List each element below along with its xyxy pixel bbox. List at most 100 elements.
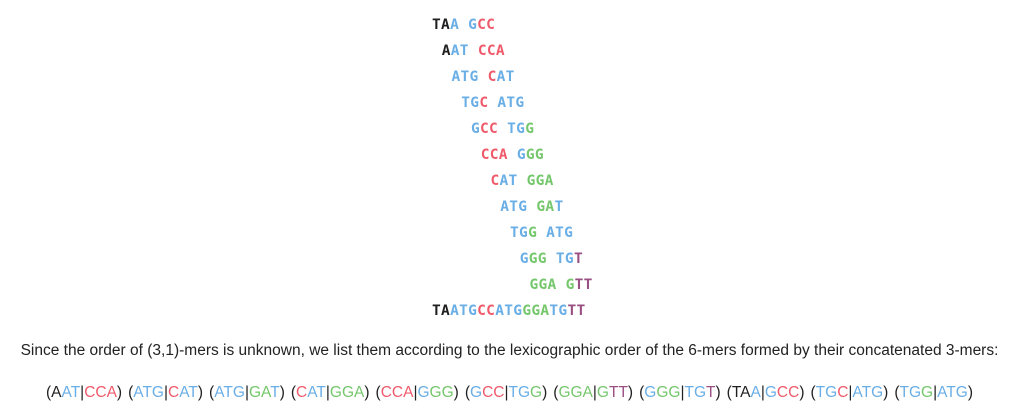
nucleotide-segment: G: [470, 384, 483, 401]
nucleotide-segment: C: [296, 384, 308, 401]
nucleotide-segment: G: [530, 384, 543, 401]
nucleotide-segment: GG: [528, 251, 547, 267]
nucleotide-segment: TG: [899, 384, 922, 401]
nucleotide-segment: TA: [432, 303, 451, 319]
kmer-pair-row: GGG TGT: [520, 249, 583, 269]
kmer-pair: (AAT|CCA): [45, 384, 123, 401]
nucleotide-segment: TT: [608, 384, 628, 401]
nucleotide-segment: AT: [496, 69, 515, 85]
kmer-pair: (ATG|CAT): [128, 384, 204, 401]
paired-kmer-list: (AAT|CCA) (ATG|CAT) (ATG|GAT) (CAT|GGA) (CCA…: [0, 384, 1019, 402]
kmer-pair-row: CAT GGA: [491, 171, 554, 191]
nucleotide-segment: TG: [555, 251, 574, 267]
kmer-pair: (GGG|TGT): [639, 384, 721, 401]
kmer-pair-row: TAA GCC: [432, 15, 495, 35]
kmer-pair-row: GCC TGG: [471, 119, 534, 139]
nucleotide-segment: ATG: [451, 69, 479, 85]
nucleotide-segment: C: [479, 95, 489, 111]
kmer-pair: (GGA|GTT): [553, 384, 634, 401]
kmer-staircase: TAA GCC AAT CCA ATG CAT TGC ATG GCC TGG CCA G…: [432, 15, 593, 321]
nucleotide-segment: AT: [450, 43, 469, 59]
nucleotide-segment: G: [471, 121, 481, 137]
nucleotide-segment: TG: [549, 303, 568, 319]
nucleotide-segment: A: [450, 17, 460, 33]
nucleotide-segment: [469, 43, 478, 59]
nucleotide-segment: AT: [61, 384, 81, 401]
kmer-pair-row: TGC ATG: [461, 93, 524, 113]
kmer-pair-row: AAT CCA: [442, 41, 505, 61]
kmer-pair: (GCC|TGG): [464, 384, 548, 401]
nucleotide-segment: C: [487, 69, 497, 85]
nucleotide-segment: G: [516, 147, 526, 163]
nucleotide-segment: ATG: [937, 384, 968, 401]
nucleotide-segment: [508, 147, 517, 163]
nucleotide-segment: A: [750, 384, 761, 401]
nucleotide-segment: T: [270, 384, 280, 401]
nucleotide-segment: ATG: [133, 384, 164, 401]
nucleotide-segment: GA: [536, 199, 555, 215]
kmer-pair-row: ATG CAT: [452, 67, 515, 87]
nucleotide-segment: C: [168, 384, 180, 401]
kmer-pair-row: CCA GGG: [481, 145, 544, 165]
nucleotide-segment: GG: [656, 384, 681, 401]
nucleotide-segment: TG: [461, 95, 480, 111]
nucleotide-segment: C: [837, 384, 849, 401]
nucleotide-segment: [557, 277, 566, 293]
nucleotide-segment: GGA: [526, 173, 554, 189]
nucleotide-segment: TG: [507, 121, 526, 137]
nucleotide-segment: G: [528, 225, 538, 241]
nucleotide-segment: T: [554, 199, 564, 215]
description-text: Since the order of (3,1)-mers is unknown…: [20, 342, 999, 359]
nucleotide-segment: AT: [179, 384, 198, 401]
nucleotide-segment: ATG: [497, 95, 525, 111]
nucleotide-segment: TG: [508, 384, 531, 401]
nucleotide-segment: G: [525, 121, 535, 137]
nucleotide-segment: GGA: [529, 277, 557, 293]
nucleotide-segment: GG: [525, 147, 544, 163]
kmer-pair-row: ATG GAT: [500, 197, 563, 217]
nucleotide-segment: T: [573, 251, 583, 267]
nucleotide-segment: G: [921, 384, 934, 401]
nucleotide-segment: AT: [499, 173, 518, 189]
nucleotide-segment: ATG: [500, 199, 528, 215]
nucleotide-segment: C: [490, 173, 500, 189]
nucleotide-segment: CCA: [477, 43, 505, 59]
nucleotide-segment: GA: [248, 384, 271, 401]
nucleotide-segment: CC: [477, 17, 496, 33]
nucleotide-segment: TA: [432, 17, 451, 33]
nucleotide-segment: [498, 121, 507, 137]
kmer-pair: (CCA|GGG): [375, 384, 459, 401]
nucleotide-segment: ATG: [214, 384, 245, 401]
nucleotide-segment: GGA: [329, 384, 365, 401]
nucleotide-segment: TA: [731, 384, 751, 401]
nucleotide-segment: [459, 17, 468, 33]
nucleotide-segment: TT: [567, 303, 586, 319]
assembled-string: TAATGCCATGGGATGTT: [432, 301, 586, 321]
nucleotide-segment: G: [468, 17, 478, 33]
nucleotide-segment: G: [596, 384, 609, 401]
nucleotide-segment: A: [441, 43, 451, 59]
nucleotide-segment: CC: [477, 303, 496, 319]
nucleotide-segment: TT: [574, 277, 593, 293]
nucleotide-segment: ATG: [450, 303, 478, 319]
nucleotide-segment: GG: [429, 384, 454, 401]
nucleotide-segment: [537, 225, 546, 241]
nucleotide-segment: [479, 69, 488, 85]
nucleotide-segment: ATG: [546, 225, 574, 241]
kmer-pair: (TGG|ATG): [894, 384, 973, 401]
nucleotide-segment: [518, 173, 527, 189]
nucleotide-segment: AT: [307, 384, 326, 401]
nucleotide-segment: G: [644, 384, 657, 401]
kmer-pair: (TAA|GCC): [726, 384, 805, 401]
nucleotide-segment: CCA: [380, 384, 414, 401]
nucleotide-segment: GGA: [558, 384, 593, 401]
nucleotide-segment: CC: [480, 121, 499, 137]
nucleotide-segment: CC: [776, 384, 800, 401]
nucleotide-segment: CC: [482, 384, 505, 401]
nucleotide-segment: CCA: [480, 147, 508, 163]
nucleotide-segment: CCA: [84, 384, 117, 401]
nucleotide-segment: [547, 251, 556, 267]
nucleotide-segment: G: [417, 384, 430, 401]
nucleotide-segment: TG: [510, 225, 529, 241]
nucleotide-segment: G: [764, 384, 777, 401]
